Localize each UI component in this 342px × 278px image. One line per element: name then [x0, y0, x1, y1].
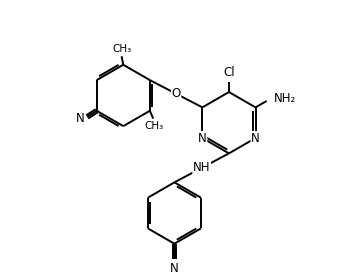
Text: NH₂: NH₂ [274, 92, 296, 105]
Text: N: N [170, 262, 179, 275]
Text: N: N [251, 131, 260, 145]
Text: CH₃: CH₃ [112, 44, 131, 54]
Text: N: N [198, 131, 207, 145]
Text: N: N [76, 112, 84, 125]
Text: CH₃: CH₃ [144, 121, 163, 131]
Text: O: O [171, 87, 181, 100]
Text: Cl: Cl [223, 66, 235, 79]
Text: NH: NH [193, 161, 210, 174]
